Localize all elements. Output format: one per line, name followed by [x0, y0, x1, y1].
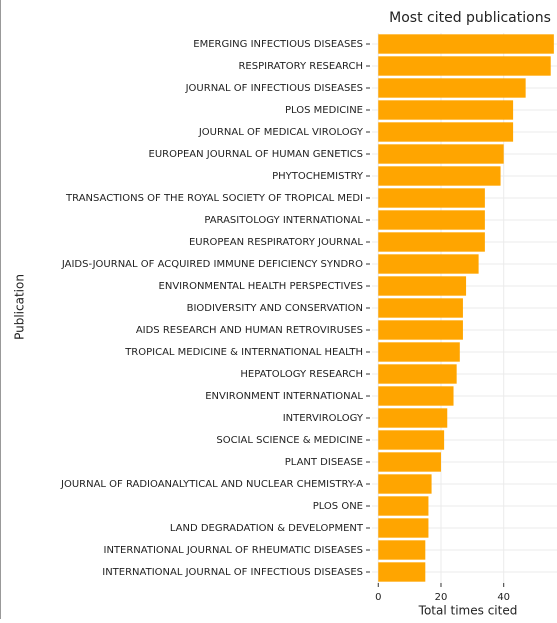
y-tick-label: RESPIRATORY RESEARCH — [238, 61, 363, 72]
bar — [378, 210, 485, 230]
bar — [378, 496, 429, 516]
bar — [378, 386, 454, 406]
bar — [378, 34, 554, 54]
bar — [378, 144, 504, 164]
y-tick-label: TRANSACTIONS OF THE ROYAL SOCIETY OF TRO… — [65, 193, 363, 204]
y-tick-label: INTERVIROLOGY — [283, 413, 364, 424]
bar — [378, 78, 526, 98]
y-tick-label: ENVIRONMENT INTERNATIONAL — [205, 391, 363, 402]
y-axis-label: Publication — [13, 274, 27, 340]
bar — [378, 122, 514, 142]
bar — [378, 298, 463, 318]
y-tick-label: HEPATOLOGY RESEARCH — [240, 369, 363, 380]
bar — [378, 320, 463, 340]
bar — [378, 474, 432, 494]
bar — [378, 342, 460, 362]
bar — [378, 232, 485, 252]
bar — [378, 276, 467, 296]
bar — [378, 254, 479, 274]
bar — [378, 100, 514, 120]
bar — [378, 562, 426, 582]
y-tick-label: TROPICAL MEDICINE & INTERNATIONAL HEALTH — [124, 347, 363, 358]
y-tick-label: LAND DEGRADATION & DEVELOPMENT — [170, 523, 364, 534]
y-tick-label: PHYTOCHEMISTRY — [272, 171, 364, 182]
chart-title: Most cited publications — [389, 10, 551, 26]
bar — [378, 56, 551, 76]
y-tick-label: PLOS MEDICINE — [285, 105, 363, 116]
bar — [378, 540, 426, 560]
y-tick-label: ENVIRONMENTAL HEALTH PERSPECTIVES — [159, 281, 363, 292]
bar — [378, 430, 445, 450]
y-tick-label: PLOS ONE — [313, 501, 363, 512]
y-tick-label: EMERGING INFECTIOUS DISEASES — [193, 39, 363, 50]
y-tick-label: JAIDS-JOURNAL OF ACQUIRED IMMUNE DEFICIE… — [61, 259, 363, 270]
y-tick-label: EUROPEAN RESPIRATORY JOURNAL — [189, 237, 363, 248]
y-tick-label: INTERNATIONAL JOURNAL OF INFECTIOUS DISE… — [102, 567, 363, 578]
bar — [378, 188, 485, 208]
y-tick-label: PLANT DISEASE — [285, 457, 363, 468]
bar — [378, 408, 448, 428]
y-tick-label: AIDS RESEARCH AND HUMAN RETROVIRUSES — [136, 325, 363, 336]
y-tick-label: JOURNAL OF RADIOANALYTICAL AND NUCLEAR C… — [60, 479, 363, 490]
y-tick-label: PARASITOLOGY INTERNATIONAL — [204, 215, 363, 226]
y-tick-label: EUROPEAN JOURNAL OF HUMAN GENETICS — [149, 149, 364, 160]
y-tick-label: INTERNATIONAL JOURNAL OF RHEUMATIC DISEA… — [104, 545, 364, 556]
x-tick-label: 40 — [497, 592, 510, 603]
bar — [378, 452, 441, 472]
x-tick-label: 0 — [375, 592, 381, 603]
y-tick-label: BIODIVERSITY AND CONSERVATION — [187, 303, 363, 314]
x-axis-label: Total times cited — [418, 604, 518, 618]
bar — [378, 518, 429, 538]
y-tick-label: SOCIAL SCIENCE & MEDICINE — [216, 435, 363, 446]
x-tick-label: 20 — [435, 592, 448, 603]
bar — [378, 364, 457, 384]
y-tick-label: JOURNAL OF MEDICAL VIROLOGY — [198, 127, 364, 138]
y-tick-label: JOURNAL OF INFECTIOUS DISEASES — [185, 83, 363, 94]
bar — [378, 166, 501, 186]
